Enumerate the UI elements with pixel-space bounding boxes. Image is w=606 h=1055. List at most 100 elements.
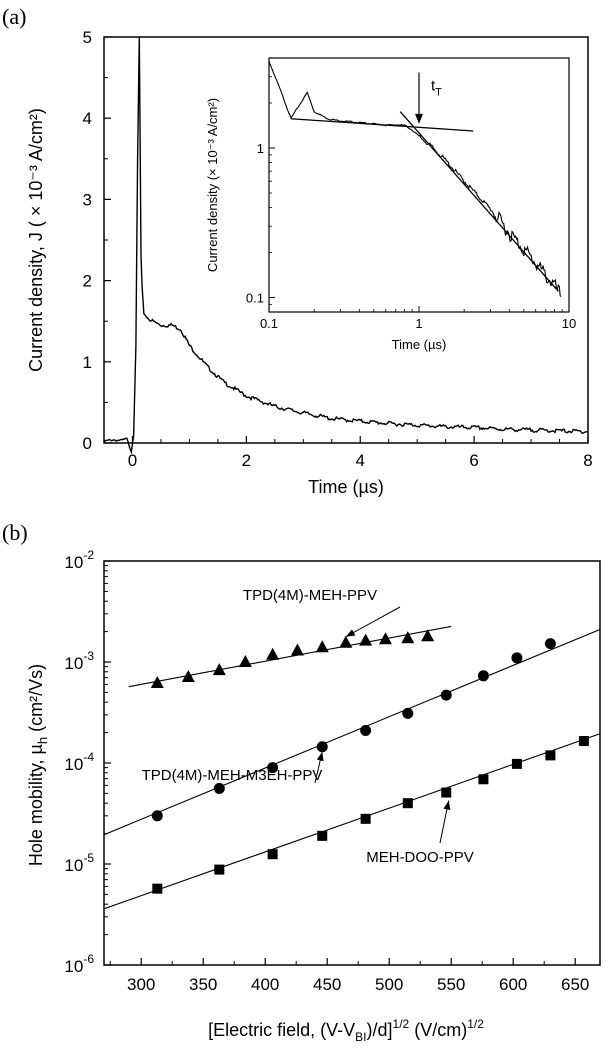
panel-a-label: (a) (2, 4, 26, 29)
panel-b-point-circle (267, 762, 279, 774)
panel-b-point-square (578, 736, 589, 747)
panel-b-y-ticks: 10-6 10-5 10-4 10-3 10-2 (64, 548, 111, 976)
panel-b-annotations: TPD(4M)-MEH-PPV TPD(4M)-MEH-M3EH-PPV MEH-D… (142, 587, 474, 866)
panel-a-x-tick-label: 2 (242, 451, 251, 470)
panel-b-point-circle (151, 810, 163, 822)
panel-b-point-triangle (238, 655, 252, 667)
panel-b-point-triangle (212, 663, 226, 676)
panel-b-point-circle (477, 670, 489, 682)
panel-a-y-tick-label: 2 (83, 272, 92, 291)
panel-a-series-line (103, 36, 589, 455)
inset-chart: 0.1 1 10 0.11 tT Time (µs) Current density… (205, 57, 576, 352)
inset-x-tick-label: 1 (415, 316, 422, 331)
panel-b-fit-line (103, 628, 601, 836)
series-label: TPD(4M)-MEH-M3EH-PPV (142, 767, 323, 784)
panel-b-y-tick-label: 10-6 (64, 952, 94, 976)
panel-a-y-tick-label: 0 (83, 434, 92, 453)
panel-b-point-triangle (378, 632, 392, 645)
panel-b-x-tick-label: 400 (251, 975, 279, 994)
panel-a-y-tick-label: 1 (83, 353, 92, 372)
series-label-arrowhead (316, 751, 324, 762)
panel-b: (b) 300 350 400 450 500 550 600 650 10-610-510-… (2, 520, 601, 1044)
panel-a-x-ticks: 0 2 4 6 8 (103, 436, 593, 470)
panel-b-x-axis-label: [Electric field, (V-VBI)/d]1/2 (V/cm)1/2 (208, 1017, 484, 1044)
panel-b-point-circle (402, 707, 414, 719)
inset-fit-line-decay (399, 111, 559, 292)
transit-time-arrow (415, 72, 423, 124)
inset-x-tick-label: 0.1 (260, 316, 278, 331)
panel-b-point-triangle (150, 675, 164, 688)
panel-b-point-square (317, 830, 328, 841)
panel-b-x-tick-label: 550 (437, 975, 465, 994)
inset-y-axis-label: Current density (× 10⁻³ A/cm²) (205, 98, 220, 272)
panel-b-y-tick-label: 10-4 (64, 750, 94, 774)
panel-a-x-tick-label: 8 (583, 451, 592, 470)
panel-a-y-ticks: 0 1 2 3 4 5 (83, 28, 111, 453)
panel-b-point-square (402, 798, 413, 809)
panel-b-point-square (511, 758, 522, 769)
panel-b-point-triangle (359, 633, 373, 646)
panel-b-point-square (214, 864, 225, 875)
panel-a-y-tick-label: 4 (83, 109, 92, 128)
panel-b-y-axis-label: Hole mobility, µh (cm²/Vs) (26, 664, 50, 866)
inset-x-tick-label: 10 (562, 316, 576, 331)
panel-a-y-tick-label: 5 (83, 28, 92, 47)
panel-b-x-tick-label: 500 (375, 975, 403, 994)
panel-b-point-square (267, 849, 278, 860)
panel-b-label: (b) (2, 520, 28, 545)
panel-b-fit-line (128, 625, 452, 688)
panel-b-y-tick-label: 10-5 (64, 851, 94, 875)
panel-b-point-triangle (421, 629, 435, 642)
panel-a-y-axis-label: Current density, J ( × 10⁻³ A/cm²) (26, 108, 46, 372)
panel-b-fit-line (103, 733, 601, 910)
inset-y-tick-label: 0.1 (246, 291, 264, 306)
panel-b-point-square (441, 787, 452, 798)
panel-b-point-triangle (266, 647, 280, 660)
series-label: MEH-DOO-PPV (366, 849, 474, 866)
panel-b-point-square (478, 774, 489, 785)
transit-time-label: tT (431, 77, 442, 98)
panel-b-points (150, 629, 589, 894)
panel-b-point-circle (360, 724, 372, 736)
panel-b-point-circle (440, 689, 452, 701)
panel-b-x-tick-label: 600 (499, 975, 527, 994)
panel-b-point-circle (316, 741, 328, 753)
inset-x-axis-label: Time (µs) (392, 337, 447, 352)
series-label-arrow (345, 606, 401, 638)
panel-a-x-tick-label: 6 (469, 451, 478, 470)
panel-b-x-tick-label: 650 (561, 975, 589, 994)
series-label-arrowhead (345, 629, 356, 637)
panel-b-point-triangle (339, 635, 353, 648)
panel-a: (a) 0 2 4 6 8 0 1 2 3 4 5 Time (µs) Current densi… (2, 4, 593, 497)
panel-b-point-circle (544, 638, 556, 650)
panel-b-x-ticks: 300 350 400 450 500 550 600 650 (109, 958, 589, 994)
inset-fit-line-plateau (290, 118, 474, 132)
panel-a-x-tick-label: 4 (356, 451, 365, 470)
panel-b-point-circle (213, 782, 225, 794)
inset-series-line (268, 61, 562, 298)
series-label-arrowhead (443, 800, 451, 811)
panel-b-point-triangle (290, 643, 304, 656)
panel-a-x-tick-label: 0 (128, 451, 137, 470)
panel-b-frame (103, 560, 601, 966)
transit-time-arrow-head (415, 113, 423, 124)
panel-b-point-triangle (401, 631, 415, 644)
panel-b-point-circle (511, 652, 523, 664)
panel-b-point-triangle (181, 670, 195, 683)
panel-b-x-tick-label: 300 (127, 975, 155, 994)
inset-y-tick-label: 1 (257, 141, 264, 156)
panel-b-y-tick-label: 10-3 (64, 649, 94, 673)
panel-b-point-square (152, 883, 163, 894)
panel-a-y-tick-label: 3 (83, 190, 92, 209)
series-label: TPD(4M)-MEH-PPV (243, 587, 377, 604)
inset-x-ticks: 0.1 1 10 (260, 306, 576, 331)
inset-y-ticks: 0.11 (246, 57, 275, 306)
panel-b-x-tick-label: 450 (313, 975, 341, 994)
panel-b-y-tick-label: 10-2 (64, 548, 94, 572)
panel-b-x-tick-label: 350 (189, 975, 217, 994)
panel-b-point-square (360, 813, 371, 824)
panel-a-x-axis-label: Time (µs) (308, 477, 384, 497)
panel-b-point-square (545, 750, 556, 761)
panel-b-point-triangle (315, 640, 329, 653)
